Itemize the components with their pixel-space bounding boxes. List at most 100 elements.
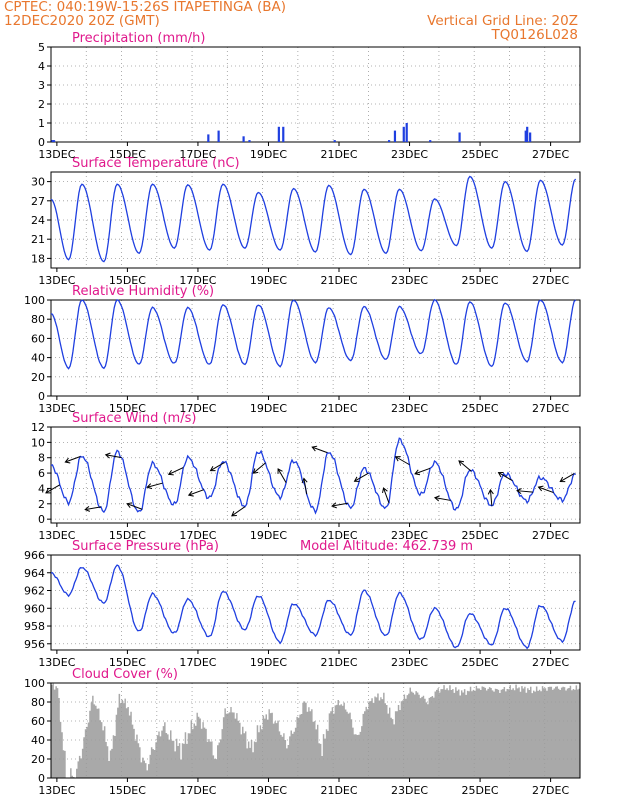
x-tick-label: 15DEC: [109, 148, 146, 161]
y-tick-label: 60: [31, 332, 45, 345]
x-tick-label: 13DEC: [38, 529, 75, 542]
panel-title: Relative Humidity (%): [72, 284, 214, 299]
precip-bar: [402, 126, 405, 142]
x-tick-label: 21DEC: [320, 148, 357, 161]
wind-arrow-head: [311, 445, 318, 452]
y-tick-label: 2: [38, 498, 45, 511]
wind-arrow-head: [146, 483, 153, 490]
y-tick-label: 100: [24, 294, 45, 307]
panel-annotation: Model Altitude: 462.739 m: [300, 539, 473, 554]
panel-2: Relative Humidity (%) 0 20 40 60 80 100 13DEC 15…: [24, 284, 581, 415]
y-tick-label: 0: [38, 513, 45, 526]
wind-arrow-head: [537, 485, 544, 492]
panel-title: Surface Wind (m/s): [72, 411, 196, 426]
y-tick-label: 100: [24, 677, 45, 690]
wind-arrow-head: [167, 469, 174, 476]
precip-bar: [277, 126, 280, 142]
x-tick-label: 21DEC: [320, 529, 357, 542]
x-tick-label: 15DEC: [109, 402, 146, 415]
x-tick-label: 21DEC: [320, 402, 357, 415]
precip-bar: [393, 130, 397, 142]
panel-4: Surface Pressure (hPa) Model Altitude: 46…: [24, 539, 581, 669]
wind-arrow-shaft: [45, 484, 61, 494]
wind-arrow-shaft: [105, 454, 122, 459]
wind-arrow-shaft: [85, 506, 102, 511]
wind-arrow-shaft: [65, 456, 81, 463]
y-tick-label: 958: [24, 620, 45, 633]
x-tick-label: 27DEC: [532, 402, 569, 415]
wind-arrow-head: [84, 505, 91, 512]
y-tick-label: 80: [31, 313, 45, 326]
panel-title: Surface Temperature (nC): [72, 156, 240, 171]
y-tick-label: 18: [31, 252, 45, 265]
panel-title: Surface Pressure (hPa): [72, 539, 219, 554]
precip-bar: [51, 140, 54, 142]
wind-arrow-head: [277, 468, 283, 474]
precip-bar: [52, 140, 56, 142]
x-tick-label: 19DEC: [250, 274, 287, 287]
x-tick-label: 25DEC: [462, 529, 499, 542]
precip-bar: [524, 130, 527, 142]
wind-arrow-shaft: [210, 462, 225, 472]
wind-arrow-shaft: [516, 490, 534, 493]
wind-arrow-shaft: [395, 456, 410, 466]
wind-arrow-shaft: [303, 478, 308, 495]
y-tick-label: 27: [31, 195, 45, 208]
x-tick-label: 21DEC: [320, 274, 357, 287]
x-tick-label: 25DEC: [462, 402, 499, 415]
y-tick-label: 964: [24, 567, 45, 580]
x-tick-label: 23DEC: [391, 784, 428, 797]
run-time-header: 12DEC2020 20Z (GMT): [4, 13, 160, 29]
x-tick-label: 17DEC: [179, 274, 216, 287]
precip-bar: [282, 126, 285, 142]
wind-arrow-shaft: [489, 489, 493, 506]
y-tick-label: 24: [31, 214, 45, 227]
x-tick-label: 15DEC: [109, 784, 146, 797]
precip-bar: [217, 130, 220, 142]
y-tick-label: 966: [24, 549, 45, 562]
x-tick-label: 19DEC: [250, 529, 287, 542]
wind-arrow-head: [497, 472, 504, 478]
wind-arrow-shaft: [434, 497, 451, 501]
x-tick-label: 19DEC: [250, 148, 287, 161]
y-tick-label: 3: [38, 79, 45, 92]
y-tick-label: 0: [38, 390, 45, 403]
panel-frame: [50, 171, 581, 269]
y-tick-label: 5: [38, 41, 45, 54]
precip-bar: [207, 134, 210, 142]
panel-frame: [50, 299, 581, 397]
y-tick-label: 962: [24, 585, 45, 598]
y-tick-label: 40: [31, 352, 45, 365]
panel-frame: [50, 46, 581, 143]
wind-arrow-shaft: [383, 487, 390, 504]
x-tick-label: 13DEC: [38, 148, 75, 161]
wind-arrow-head: [559, 476, 566, 483]
x-tick-label: 27DEC: [532, 274, 569, 287]
x-tick-label: 21DEC: [320, 784, 357, 797]
wind-arrow-head: [353, 476, 360, 482]
y-tick-label: 956: [24, 638, 45, 651]
precip-bar: [333, 140, 336, 142]
x-tick-label: 17DEC: [179, 656, 216, 669]
wind-arrow-head: [487, 488, 494, 495]
station-header: CPTEC: 040:19W-15:26S ITAPETINGA (BA): [4, 0, 286, 15]
precip-bar: [529, 132, 532, 142]
wind-arrow-shaft: [231, 506, 246, 517]
wind-arrow-shaft: [126, 503, 143, 510]
wind-arrow-head: [64, 457, 71, 464]
wind-arrow-shaft: [188, 489, 204, 496]
precip-bar: [242, 136, 245, 142]
y-tick-label: 20: [31, 371, 45, 384]
x-tick-label: 27DEC: [532, 529, 569, 542]
precip-bar: [458, 132, 461, 142]
y-tick-label: 20: [31, 753, 45, 766]
pressure-line: [50, 564, 576, 650]
x-tick-label: 17DEC: [179, 529, 216, 542]
panel-title: Precipitation (mm/h): [72, 31, 205, 46]
humidity-line: [50, 298, 577, 370]
cloud-cover-area: [51, 683, 580, 778]
x-tick-label: 15DEC: [109, 529, 146, 542]
wind-arrow-head: [231, 511, 237, 517]
wind-arrow-head: [382, 487, 388, 494]
model-code: TQ0126L028: [490, 27, 578, 43]
